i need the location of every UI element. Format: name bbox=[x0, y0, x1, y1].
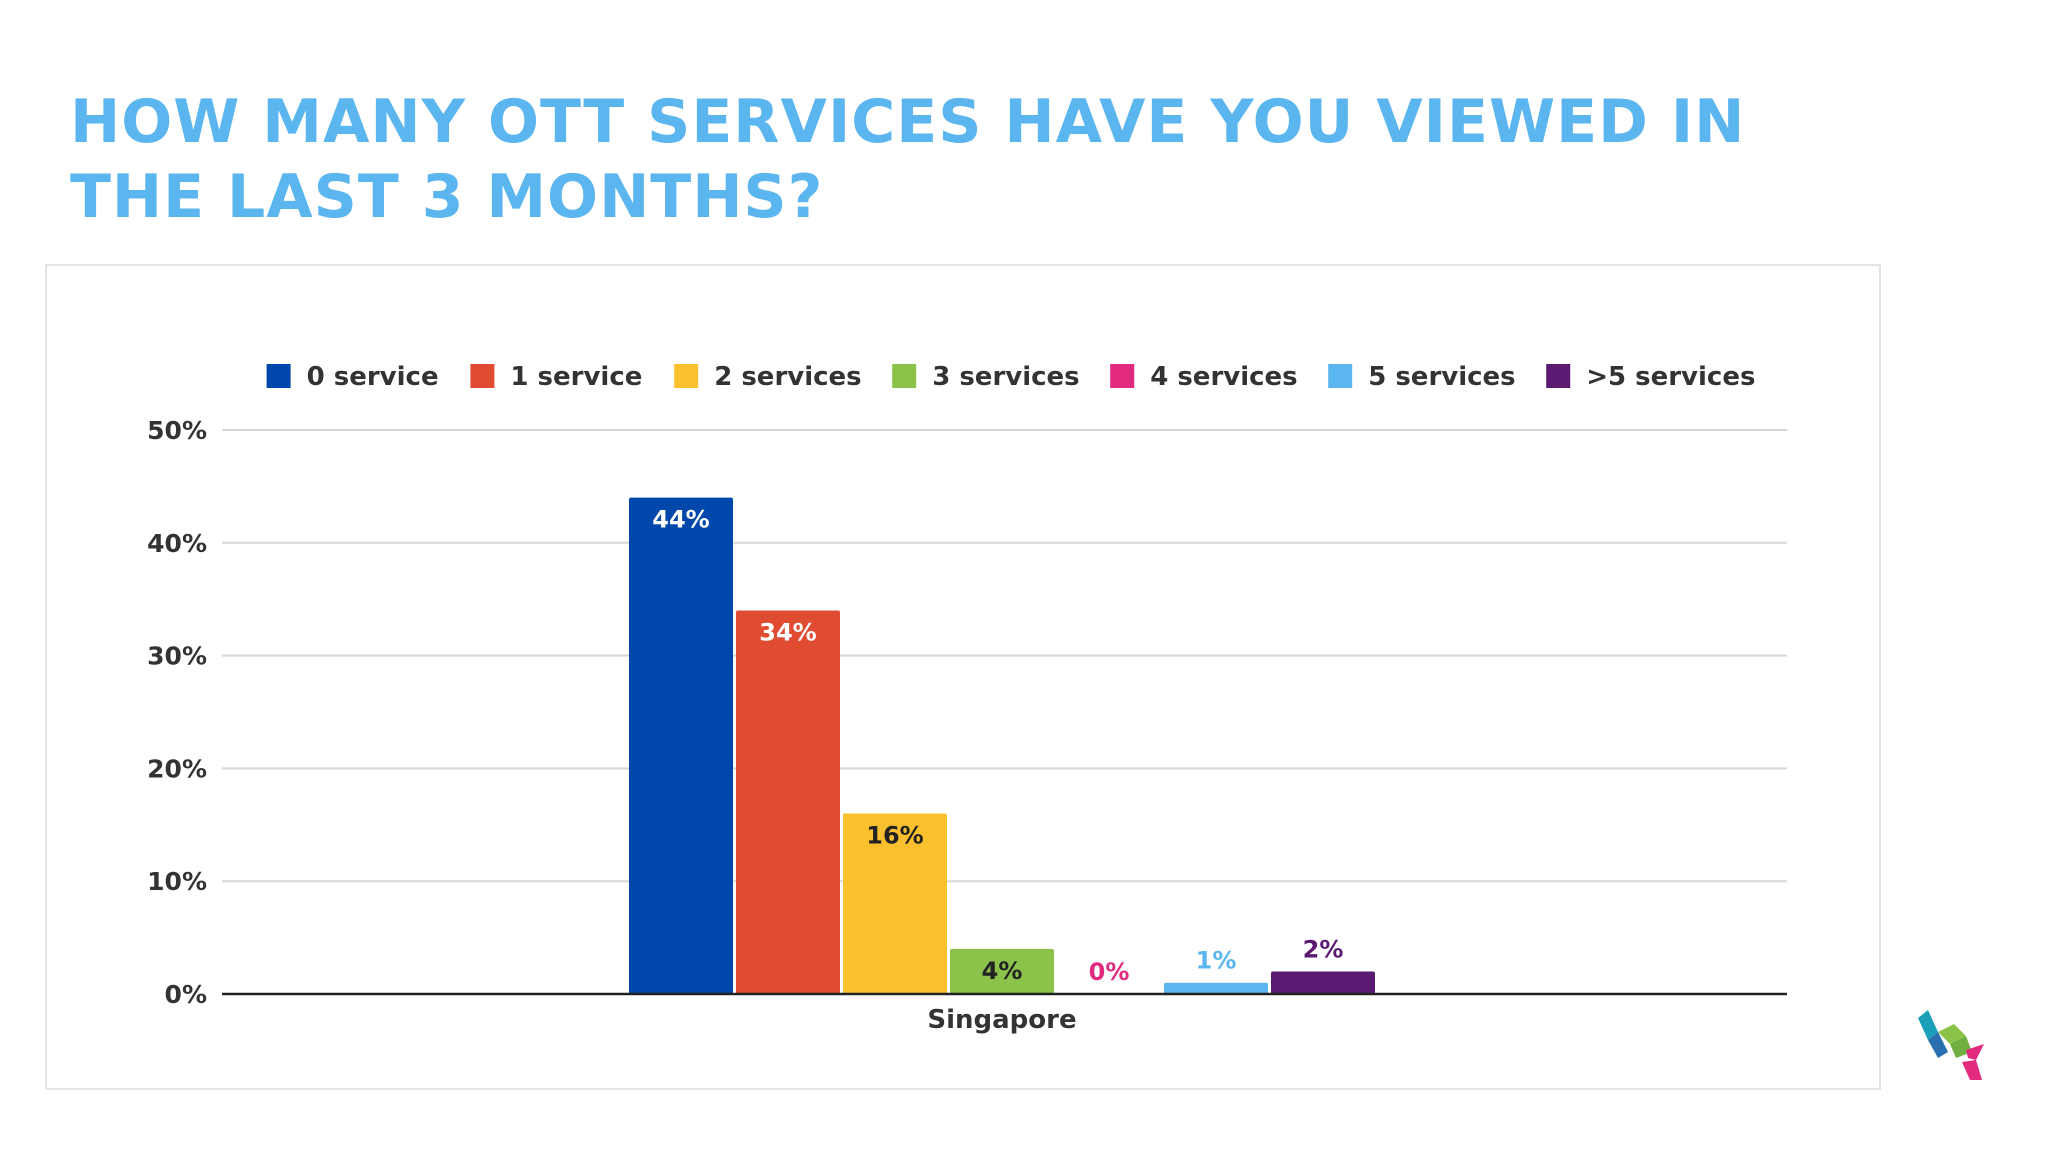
bar bbox=[1271, 971, 1375, 994]
data-label: 34% bbox=[759, 618, 816, 646]
legend-label: 5 services bbox=[1368, 362, 1515, 392]
y-tick-label: 0% bbox=[165, 980, 207, 1009]
legend-label: >5 services bbox=[1586, 362, 1755, 392]
legend-swatch bbox=[266, 364, 291, 388]
data-label: 16% bbox=[866, 822, 923, 850]
page-title: HOW MANY OTT SERVICES HAVE YOU VIEWED IN… bbox=[70, 87, 1746, 232]
bar bbox=[736, 610, 840, 994]
bar bbox=[843, 813, 947, 994]
legend-swatch bbox=[470, 364, 495, 388]
y-tick-label: 20% bbox=[147, 754, 207, 783]
bar-chart: 0% 10% 20% 30% 40% 50% 44% 34% 16% 4% 0% 1% 2% Singap… bbox=[147, 362, 1787, 1035]
y-tick-label: 10% bbox=[147, 867, 207, 896]
data-label: 0% bbox=[1089, 958, 1130, 986]
data-label: 1% bbox=[1196, 947, 1237, 975]
bar bbox=[950, 948, 1054, 994]
y-tick-label: 30% bbox=[147, 642, 207, 671]
legend-swatch bbox=[1328, 364, 1353, 388]
chart-frame: 0% 10% 20% 30% 40% 50% 44% 34% 16% 4% 0% 1% 2% Singap… bbox=[45, 264, 1881, 1090]
legend-label: 4 services bbox=[1150, 362, 1297, 392]
y-tick-label: 50% bbox=[147, 416, 207, 445]
legend-swatch bbox=[892, 364, 917, 388]
legend-label: 2 services bbox=[714, 362, 861, 392]
legend-swatch bbox=[674, 364, 699, 388]
data-label: 44% bbox=[652, 506, 709, 534]
legend-swatch bbox=[1110, 364, 1135, 388]
legend-swatch bbox=[1546, 364, 1571, 388]
legend-label: 1 service bbox=[510, 362, 642, 392]
data-label: 2% bbox=[1303, 935, 1344, 963]
bar bbox=[1164, 982, 1268, 994]
bar bbox=[629, 497, 733, 994]
data-label: 4% bbox=[982, 957, 1023, 985]
legend-label: 3 services bbox=[932, 362, 1079, 392]
x-category-label: Singapore bbox=[927, 1005, 1076, 1035]
brand-logo-icon bbox=[1918, 1010, 1984, 1080]
legend-label: 0 service bbox=[307, 362, 439, 392]
y-tick-label: 40% bbox=[147, 529, 207, 558]
